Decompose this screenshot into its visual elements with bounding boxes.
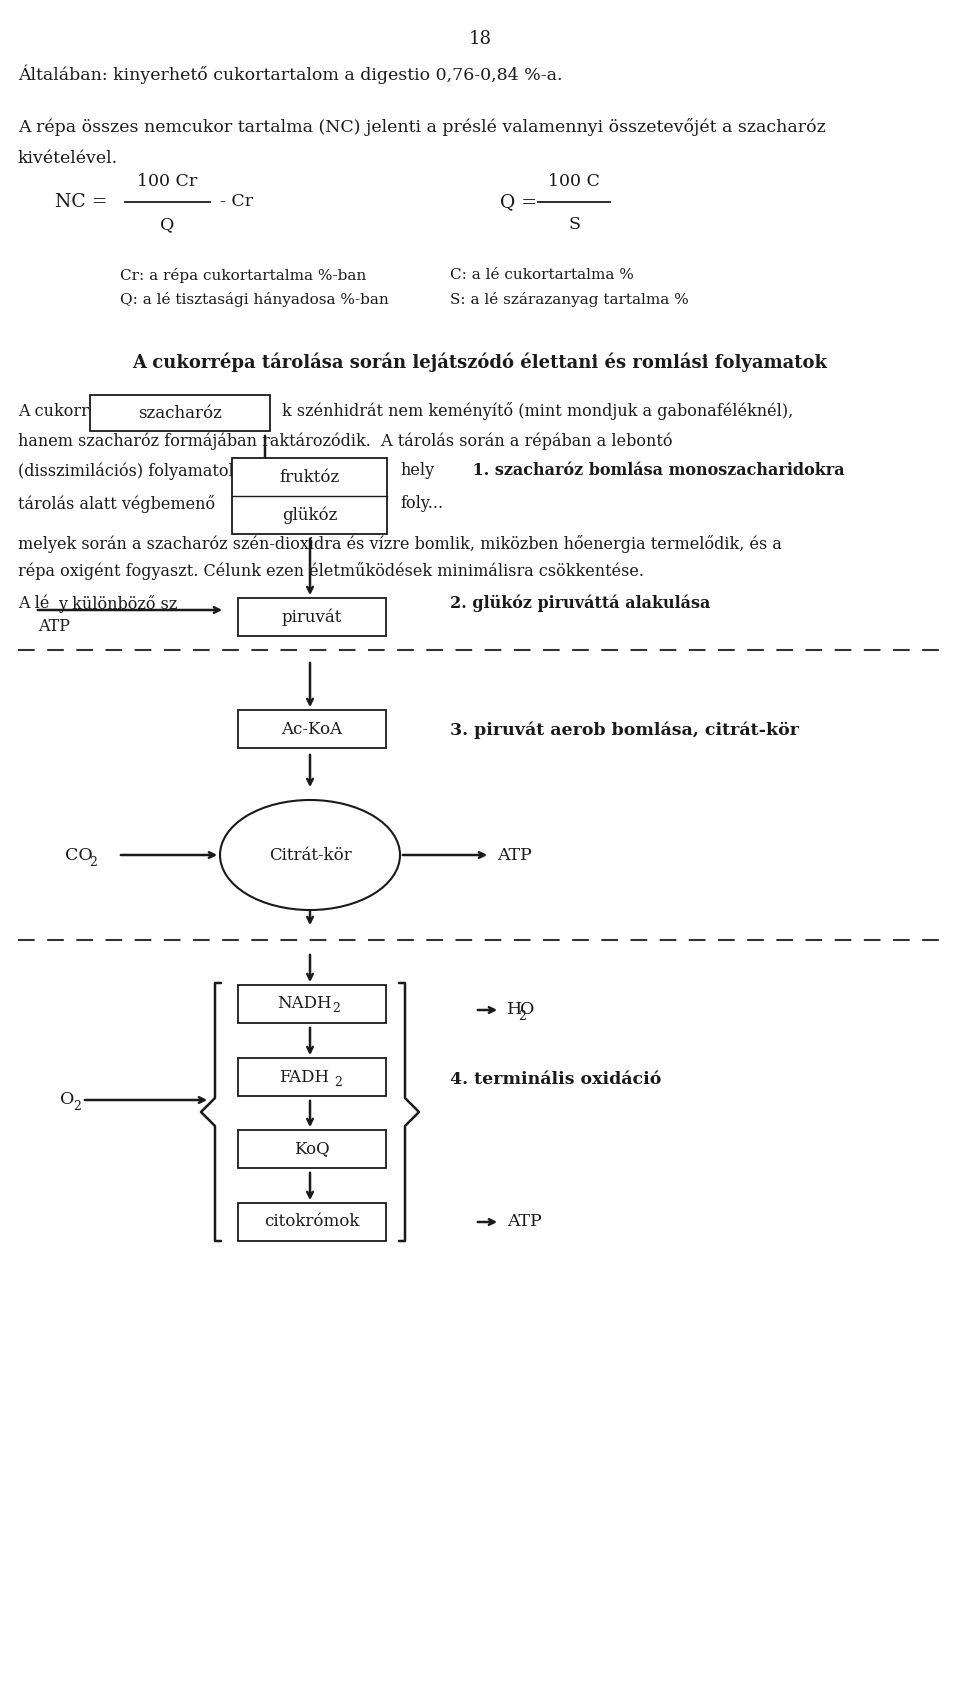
- Text: (disszimilációs) folyamatok: (disszimilációs) folyamatok: [18, 463, 238, 480]
- Text: Citrát-kör: Citrát-kör: [269, 846, 351, 863]
- Text: tárolás alatt végbemenő: tárolás alatt végbemenő: [18, 495, 215, 514]
- Bar: [232, 458, 387, 534]
- Text: ATP: ATP: [38, 619, 70, 636]
- Text: 100 Cr: 100 Cr: [137, 173, 197, 190]
- Text: H: H: [507, 1002, 522, 1019]
- Text: répa oxigént fogyaszt. Célunk ezen életműködések minimálisra csökkentése.: répa oxigént fogyaszt. Célunk ezen életm…: [18, 563, 644, 580]
- Text: k szénhidrát nem keményítő (mint mondjuk a gabonaféléknél),: k szénhidrát nem keményítő (mint mondjuk…: [282, 402, 793, 420]
- Text: NADH: NADH: [276, 995, 331, 1012]
- Text: ATP: ATP: [507, 1214, 541, 1231]
- Text: 3. piruvát aerob bomlása, citrát-kör: 3. piruvát aerob bomlása, citrát-kör: [450, 722, 799, 739]
- Text: fruktóz: fruktóz: [279, 468, 340, 485]
- Text: 2: 2: [334, 1076, 342, 1088]
- Text: hely: hely: [400, 463, 434, 480]
- Text: 2: 2: [332, 1002, 340, 1015]
- Ellipse shape: [220, 800, 400, 910]
- Text: 1. szacharóz bomlása monoszacharidokra: 1. szacharóz bomlása monoszacharidokra: [450, 463, 845, 480]
- Text: foly...: foly...: [400, 495, 444, 512]
- Bar: [238, 710, 386, 747]
- Bar: [238, 985, 386, 1024]
- Text: hanem szacharóz formájában raktározódik.  A tárolás során a répában a lebontó: hanem szacharóz formájában raktározódik.…: [18, 432, 673, 449]
- Text: glükóz: glükóz: [282, 507, 337, 524]
- Text: Általában: kinyerhető cukortartalom a digestio 0,76-0,84 %-a.: Általában: kinyerhető cukortartalom a di…: [18, 64, 563, 85]
- Text: melyek során a szacharóz szén-dioxidra és vízre bomlik, miközben hőenergia terme: melyek során a szacharóz szén-dioxidra é…: [18, 536, 781, 553]
- Text: S: S: [568, 215, 580, 232]
- Text: O: O: [60, 1092, 74, 1109]
- Bar: [238, 1131, 386, 1168]
- Text: 100 C: 100 C: [548, 173, 600, 190]
- Text: piruvát: piruvát: [282, 609, 342, 625]
- Text: 18: 18: [468, 31, 492, 47]
- Text: 2: 2: [73, 1100, 81, 1114]
- Text: C: a lé cukortartalma %: C: a lé cukortartalma %: [450, 268, 634, 281]
- Text: 2: 2: [89, 856, 97, 868]
- Text: kivételével.: kivételével.: [18, 149, 118, 168]
- Text: citokrómok: citokrómok: [264, 1214, 360, 1231]
- Text: Q =: Q =: [500, 193, 543, 210]
- Text: Q: Q: [159, 215, 174, 232]
- Text: A cukorrépa tárolása során lejátszódó élettani és romlási folyamatok: A cukorrépa tárolása során lejátszódó él…: [132, 353, 828, 371]
- Text: y különböző sz: y különböző sz: [58, 595, 178, 614]
- Text: O: O: [520, 1002, 535, 1019]
- Text: - Cr: - Cr: [220, 193, 253, 210]
- Text: FADH: FADH: [279, 1068, 329, 1085]
- Bar: [238, 1203, 386, 1241]
- Text: NC =: NC =: [55, 193, 113, 210]
- Text: S: a lé szárazanyag tartalma %: S: a lé szárazanyag tartalma %: [450, 292, 688, 307]
- Text: 4. terminális oxidáció: 4. terminális oxidáció: [450, 1071, 661, 1088]
- Bar: [90, 395, 270, 431]
- Text: Cr: a répa cukortartalma %-ban: Cr: a répa cukortartalma %-ban: [120, 268, 367, 283]
- Text: Ac-KoA: Ac-KoA: [281, 720, 343, 737]
- Text: ATP: ATP: [497, 846, 532, 863]
- Bar: [238, 598, 386, 636]
- Text: KoQ: KoQ: [294, 1141, 330, 1158]
- Text: A cukorrép: A cukorrép: [18, 402, 108, 419]
- Text: A lé: A lé: [18, 595, 49, 612]
- Bar: [238, 1058, 386, 1097]
- Text: 2: 2: [518, 1010, 526, 1024]
- Text: 2. glükóz piruváttá alakulása: 2. glükóz piruváttá alakulása: [450, 595, 710, 612]
- Text: Q: a lé tisztasági hányadosa %-ban: Q: a lé tisztasági hányadosa %-ban: [120, 292, 389, 307]
- Text: A répa összes nemcukor tartalma (NC) jelenti a préslé valamennyi összetevőjét a : A répa összes nemcukor tartalma (NC) jel…: [18, 119, 826, 136]
- Text: szacharóz: szacharóz: [138, 405, 222, 422]
- Text: CO: CO: [65, 846, 93, 863]
